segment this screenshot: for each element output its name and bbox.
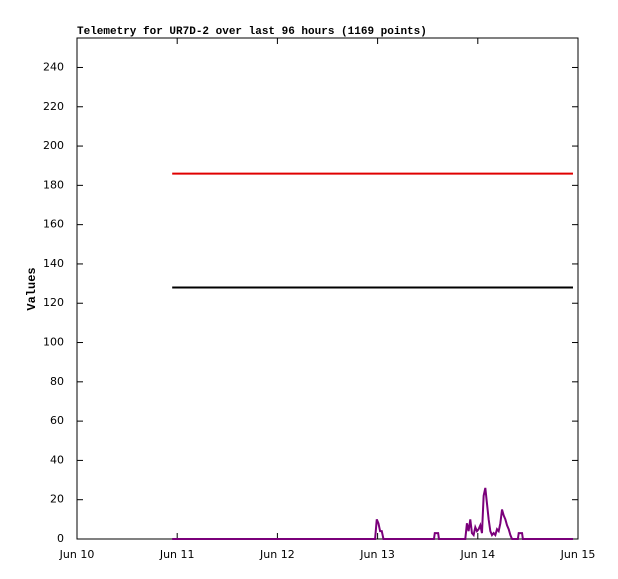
y-tick-label: 200	[43, 139, 64, 152]
y-tick-label: 180	[43, 178, 64, 191]
y-tick-label: 160	[43, 218, 64, 231]
y-tick-label: 60	[50, 414, 64, 427]
x-tick-label: Jun 15	[560, 548, 596, 561]
x-tick-label: Jun 10	[59, 548, 95, 561]
y-tick-label: 40	[50, 453, 64, 466]
x-tick-label: Jun 13	[359, 548, 395, 561]
chart-title: Telemetry for UR7D-2 over last 96 hours …	[77, 26, 427, 38]
x-tick-label: Jun 12	[259, 548, 295, 561]
y-tick-label: 80	[50, 375, 64, 388]
x-tick-label: Jun 11	[159, 548, 195, 561]
y-tick-label: 120	[43, 296, 64, 309]
y-axis-label: Values	[25, 267, 39, 310]
y-tick-label: 220	[43, 100, 64, 113]
series-line	[172, 487, 573, 540]
x-tick-label: Jun 14	[459, 548, 495, 561]
y-tick-label: 100	[43, 336, 64, 349]
y-tick-label: 20	[50, 493, 64, 506]
y-tick-label: 0	[57, 532, 64, 545]
y-tick-label: 240	[43, 60, 64, 73]
y-tick-label: 140	[43, 257, 64, 270]
